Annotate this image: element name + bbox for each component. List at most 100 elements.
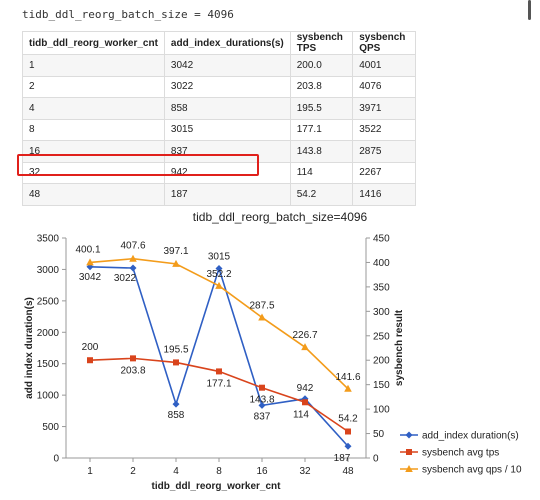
data-label: 114 <box>293 409 309 420</box>
data-label: 3022 <box>114 273 137 284</box>
x-axis-ticks: 1 2 4 8 16 32 48 <box>87 458 354 477</box>
y2-tick-label: 400 <box>373 258 390 269</box>
data-label: 407.6 <box>120 241 145 252</box>
data-labels: 3042 3022 858 3015 837 942 187 200 203.8 195.5 177… <box>75 241 360 465</box>
data-label: 287.5 <box>249 300 274 311</box>
page-heading: tidb_ddl_reorg_batch_size = 4096 <box>22 8 234 21</box>
data-label: 3042 <box>79 272 102 283</box>
data-point <box>215 281 223 289</box>
legend: add_index duration(s) sysbench avg tps sys… <box>400 431 522 476</box>
table-cell: 16 <box>22 140 165 163</box>
table-cell: 48 <box>22 183 165 206</box>
y2-tick-label: 150 <box>373 380 390 391</box>
table-row: 2 3022 203.8 4076 <box>22 75 416 98</box>
x-tick-label: 4 <box>173 466 179 477</box>
results-table: tidb_ddl_reorg_worker_cnt add_index_dura… <box>22 31 416 206</box>
highlight-box <box>17 154 259 176</box>
data-label: 141.6 <box>335 372 360 383</box>
column-header: add_index_durations(s) <box>163 31 291 55</box>
y-tick-label: 2000 <box>37 328 60 339</box>
right-axis-ticks: 0 50 100 150 200 250 300 350 400 450 <box>366 234 390 465</box>
data-label: 54.2 <box>338 414 358 425</box>
data-point <box>405 465 413 472</box>
table-cell: 8 <box>22 118 165 141</box>
data-point <box>258 313 266 321</box>
y2-axis-label: sysbench result <box>394 309 405 386</box>
table-cell: 2875 <box>352 140 416 163</box>
data-point <box>302 399 308 406</box>
y2-tick-label: 100 <box>373 405 390 416</box>
table-cell: 4 <box>22 97 165 120</box>
data-label: 187 <box>334 453 351 464</box>
data-point <box>130 355 136 362</box>
y2-tick-label: 0 <box>373 454 379 465</box>
column-header: sysbench QPS <box>352 31 416 55</box>
x-tick-label: 8 <box>216 466 222 477</box>
legend-label: sysbench avg tps <box>422 448 499 459</box>
data-label: 143.8 <box>249 395 274 406</box>
x-tick-label: 16 <box>256 466 268 477</box>
y-axis-label: add index duration(s) <box>24 297 35 399</box>
table-cell: 4001 <box>352 54 416 77</box>
series-layer <box>86 254 352 450</box>
table-header-row: tidb_ddl_reorg_worker_cnt add_index_dura… <box>22 31 416 55</box>
table-row: 1 3042 200.0 4001 <box>22 54 416 77</box>
column-header: tidb_ddl_reorg_worker_cnt <box>22 31 165 55</box>
data-point <box>129 264 137 272</box>
data-point <box>345 428 351 435</box>
data-label: 200 <box>82 342 99 353</box>
data-label: 352.2 <box>206 269 231 280</box>
table-cell: 203.8 <box>289 75 354 98</box>
x-tick-label: 32 <box>299 466 311 477</box>
series-line-0 <box>89 265 349 447</box>
y-tick-label: 3500 <box>37 234 60 245</box>
table-cell: 195.5 <box>289 97 354 120</box>
data-label: 3015 <box>208 251 231 262</box>
column-header: sysbench TPS <box>289 31 354 55</box>
table-cell: 54.2 <box>289 183 354 206</box>
table-cell: 32 <box>22 161 165 184</box>
table-cell: 3022 <box>163 75 291 98</box>
data-point <box>301 343 309 351</box>
y2-tick-label: 450 <box>373 234 390 245</box>
table-cell: 200.0 <box>289 54 354 77</box>
y-tick-label: 1000 <box>37 391 60 402</box>
table-cell: 1 <box>22 54 165 77</box>
data-point <box>258 401 266 409</box>
x-axis-label: tidb_ddl_reorg_worker_cnt <box>152 481 282 492</box>
data-point <box>405 431 413 439</box>
y2-tick-label: 300 <box>373 307 390 318</box>
data-label: 177.1 <box>206 378 231 389</box>
legend-label: add_index duration(s) <box>422 431 519 442</box>
data-point <box>216 368 222 375</box>
data-point <box>86 258 94 266</box>
table-cell: 3015 <box>163 118 291 141</box>
table-cell: 187 <box>163 183 291 206</box>
data-label: 397.1 <box>163 246 188 257</box>
table-row: 48 187 54.2 1416 <box>22 183 416 206</box>
y-tick-label: 2500 <box>37 296 60 307</box>
x-tick-label: 1 <box>87 466 93 477</box>
data-point <box>87 357 93 364</box>
data-point <box>406 449 412 455</box>
data-label: 226.7 <box>292 330 317 341</box>
table-cell: 942 <box>163 161 291 184</box>
y-tick-label: 500 <box>42 422 59 433</box>
table-cell: 858 <box>163 97 291 120</box>
table-cell: 3522 <box>352 118 416 141</box>
chart-title: tidb_ddl_reorg_batch_size=4096 <box>193 210 368 224</box>
y-tick-label: 3000 <box>37 265 60 276</box>
data-point <box>344 442 352 450</box>
table-cell: 3971 <box>352 97 416 120</box>
data-point <box>344 384 352 392</box>
table-cell: 1416 <box>352 183 416 206</box>
data-point <box>173 359 179 366</box>
scrollbar[interactable] <box>528 0 531 20</box>
table-cell: 2 <box>22 75 165 98</box>
left-axis-ticks: 0 500 1000 1500 2000 2500 3000 3500 <box>37 234 66 465</box>
table-cell: 4076 <box>352 75 416 98</box>
table-row: 8 3015 177.1 3522 <box>22 118 416 141</box>
data-point <box>215 264 223 272</box>
data-label: 195.5 <box>163 344 188 355</box>
data-label: 837 <box>254 411 271 422</box>
